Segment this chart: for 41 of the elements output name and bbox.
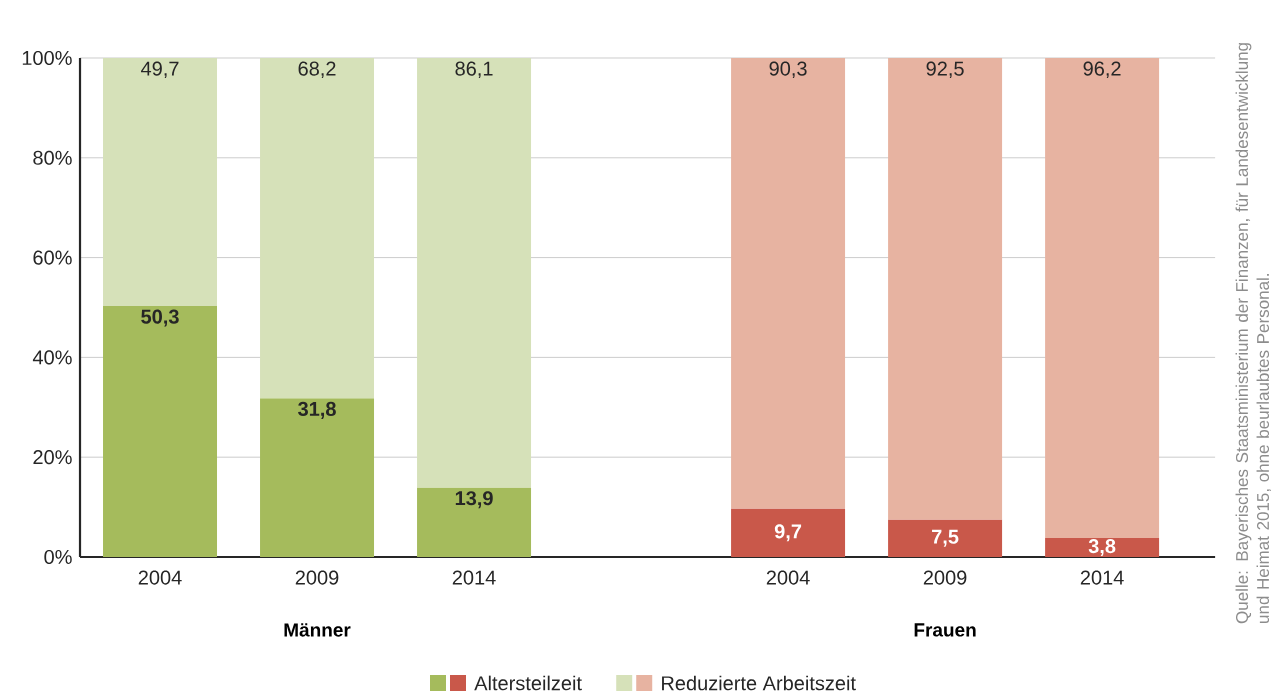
data-label: 86,1 — [455, 61, 493, 79]
bar — [888, 519, 1003, 557]
x-tick-label: 2004 — [138, 570, 182, 585]
y-tick-label: 0% — [44, 549, 72, 565]
data-label: 92,5 — [926, 61, 964, 79]
x-tick-label: 2004 — [766, 570, 810, 585]
data-label: 7,5 — [932, 529, 959, 547]
data-label: 49,7 — [141, 61, 179, 79]
x-tick-label: 2014 — [452, 570, 496, 585]
bar — [417, 487, 532, 557]
data-label: 3,8 — [1088, 538, 1116, 557]
bar — [1045, 538, 1160, 557]
y-tick-label: 40% — [32, 350, 72, 365]
y-tick-label: 80% — [33, 150, 72, 165]
bar — [731, 508, 846, 557]
x-tick-label: 2009 — [923, 570, 967, 585]
legend-label: Altersteilzeit — [474, 675, 582, 691]
y-tick-label: 20% — [33, 450, 72, 465]
legend-label: Reduzierte Arbeitszeit — [662, 675, 856, 691]
data-label: 68,2 — [298, 61, 336, 79]
data-label: 9,7 — [774, 524, 802, 542]
data-label: 31,8 — [298, 401, 336, 419]
bar — [260, 398, 375, 557]
bar — [260, 57, 375, 399]
data-label: 13,9 — [455, 491, 493, 509]
text: Frauen — [914, 623, 976, 637]
x-tick-label: 2009 — [295, 570, 339, 585]
bar — [417, 57, 532, 488]
data-label: 50,3 — [141, 309, 179, 327]
bar — [103, 305, 218, 557]
bar — [888, 57, 1003, 520]
y-tick-label: 60% — [33, 250, 72, 265]
y-tick-label: 100% — [22, 50, 72, 66]
x-tick-label: 2014 — [1080, 570, 1124, 585]
data-label: 96,2 — [1083, 61, 1121, 79]
source-note: Quelle: Bayerisches Staatsministerium der Finanzen, für Landesentwicklung und Heimat 2015, ohne beurlaubtes Personal. — [1235, 43, 1271, 624]
bar — [1045, 57, 1160, 539]
bar — [103, 57, 218, 306]
bar — [731, 57, 846, 509]
data-label: 90,3 — [769, 61, 807, 79]
text: Männer — [284, 623, 351, 637]
